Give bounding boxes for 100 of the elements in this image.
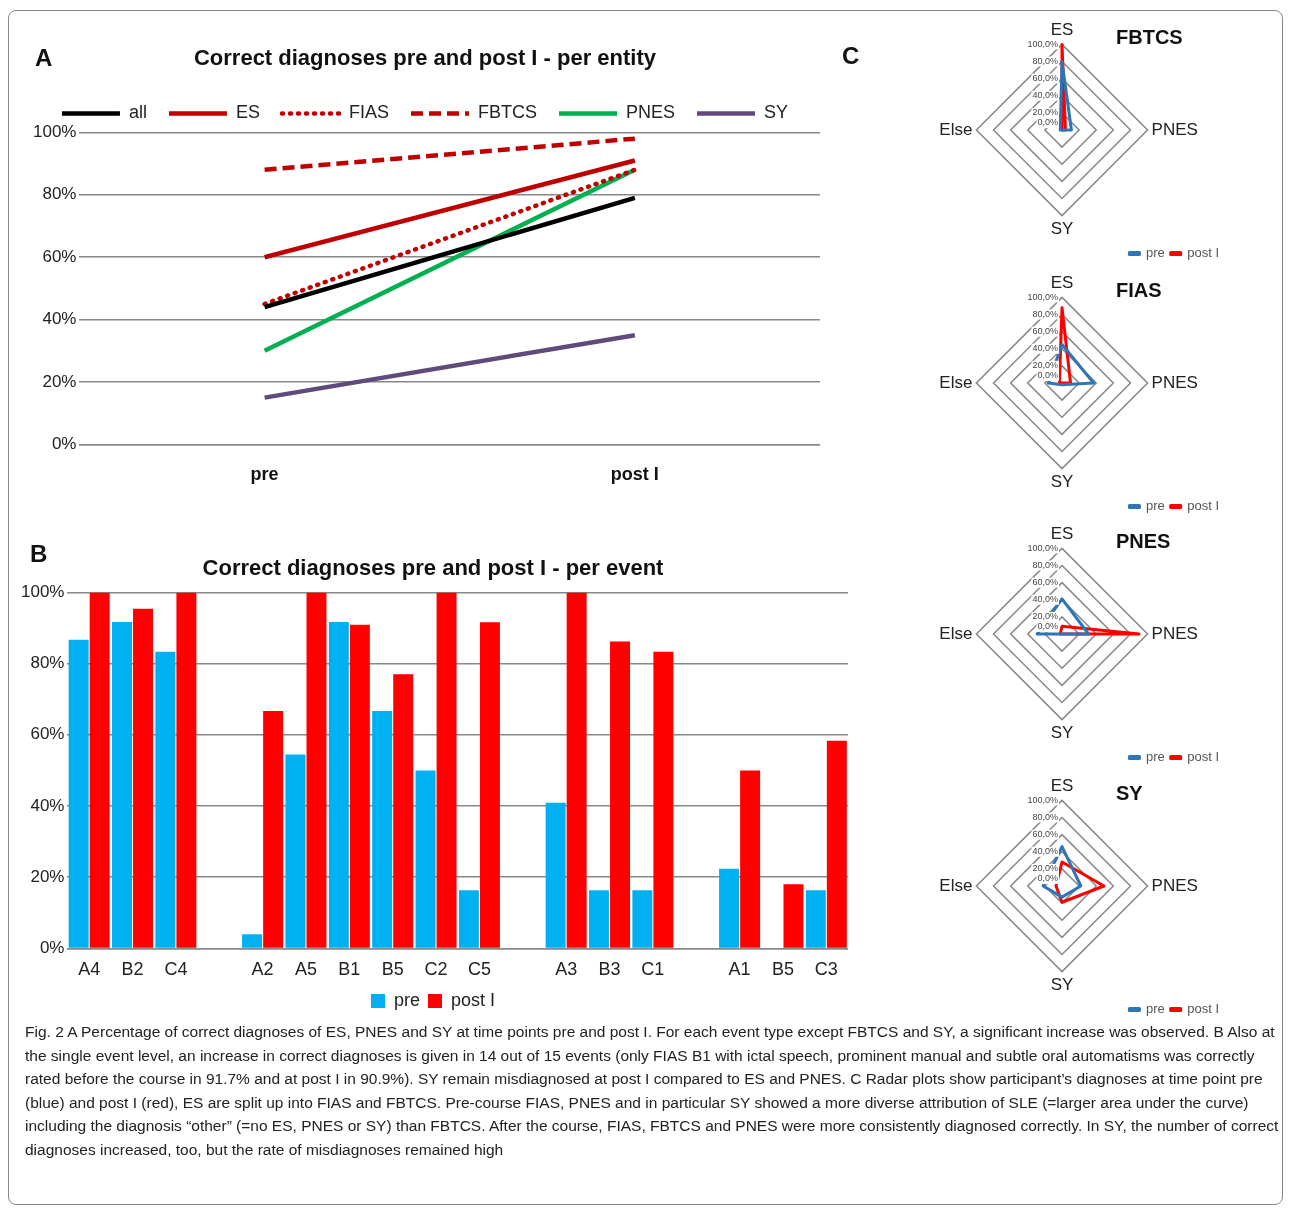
bar xyxy=(112,621,132,948)
spoke-label: ES xyxy=(1050,272,1074,292)
chart-title: FBTCS xyxy=(1116,26,1183,49)
chart-title: Correct diagnoses pre and post I - per event xyxy=(202,555,665,581)
legend-label: post I xyxy=(1187,749,1219,765)
y-tick-label: 0,0% xyxy=(1037,117,1058,128)
spoke-label: Else xyxy=(939,623,973,643)
text: C xyxy=(842,42,860,70)
y-tick-label: 40% xyxy=(42,309,77,329)
spoke-label: SY xyxy=(1050,975,1074,995)
spoke-label: PNES xyxy=(1151,119,1198,139)
spoke-label: SY xyxy=(1050,219,1074,239)
bar xyxy=(263,710,284,948)
bar xyxy=(719,868,740,948)
y-tick-label: 0% xyxy=(39,938,65,958)
text: A xyxy=(35,44,53,72)
bar xyxy=(393,674,414,948)
y-tick-label: 60,0% xyxy=(1032,326,1058,337)
legend-label: post I xyxy=(451,989,496,1010)
legend-label: pre xyxy=(393,989,420,1010)
legend-label: ES xyxy=(235,102,260,123)
x-tick-label: B3 xyxy=(598,959,621,980)
x-tick-label: A5 xyxy=(294,959,317,980)
y-tick-label: 80% xyxy=(30,653,65,673)
y-tick-label: 100,0% xyxy=(1027,542,1058,553)
bar xyxy=(545,802,566,948)
legend-label: FBTCS xyxy=(478,102,538,123)
bar xyxy=(610,641,631,948)
y-tick-label: 20,0% xyxy=(1032,863,1058,874)
bar xyxy=(415,770,436,948)
bar xyxy=(89,592,110,948)
bar xyxy=(242,934,263,948)
bar xyxy=(632,890,653,948)
x-tick-label: B2 xyxy=(121,959,144,980)
y-tick-label: 100% xyxy=(33,122,77,142)
y-tick-label: 20% xyxy=(30,866,65,886)
bar xyxy=(653,651,674,948)
bar xyxy=(805,890,826,948)
bar xyxy=(133,608,154,948)
y-tick-label: 80,0% xyxy=(1032,812,1058,822)
bar xyxy=(176,592,197,948)
spoke-label: ES xyxy=(1050,19,1074,39)
x-tick-label: C5 xyxy=(467,959,491,980)
legend-label: post I xyxy=(1187,245,1219,261)
bar xyxy=(68,639,89,948)
chart-title: PNES xyxy=(1116,530,1171,553)
y-tick-label: 60,0% xyxy=(1032,577,1058,588)
bar xyxy=(372,710,393,948)
y-tick-label: 80,0% xyxy=(1032,56,1058,66)
y-tick-label: 40,0% xyxy=(1032,90,1058,101)
y-tick-label: 80,0% xyxy=(1032,560,1058,570)
bar xyxy=(306,592,327,948)
bar xyxy=(458,890,479,948)
y-tick-label: 0,0% xyxy=(1037,873,1058,884)
x-tick-label: C1 xyxy=(641,959,665,980)
y-tick-label: 40% xyxy=(30,795,65,815)
x-tick-label: A4 xyxy=(78,959,101,980)
bar xyxy=(566,592,587,948)
chart-title: Correct diagnoses pre and post I - per entity xyxy=(193,45,657,71)
legend-label: pre xyxy=(1145,498,1165,514)
legend-label: SY xyxy=(764,102,789,123)
y-tick-label: 60,0% xyxy=(1032,829,1058,840)
y-tick-label: 100% xyxy=(21,582,65,602)
y-tick-label: 20% xyxy=(42,371,77,391)
y-tick-label: 100,0% xyxy=(1027,291,1058,302)
y-tick-label: 40,0% xyxy=(1032,343,1058,354)
spoke-label: PNES xyxy=(1151,372,1198,392)
y-tick-label: 40,0% xyxy=(1032,594,1058,605)
y-tick-label: 0,0% xyxy=(1037,621,1058,632)
y-tick-label: 20,0% xyxy=(1032,107,1058,118)
bar xyxy=(479,622,500,948)
y-tick-label: 100,0% xyxy=(1027,794,1058,805)
legend-label: post I xyxy=(1187,498,1219,514)
x-tick-label: A3 xyxy=(555,959,578,980)
bar xyxy=(783,884,804,948)
x-tick-label: C4 xyxy=(164,959,188,980)
y-tick-label: 20,0% xyxy=(1032,611,1058,622)
y-tick-label: 20,0% xyxy=(1032,360,1058,371)
bar xyxy=(589,890,609,948)
y-tick-label: 60% xyxy=(30,724,65,744)
legend-label: post I xyxy=(1187,1001,1219,1017)
legend-label: pre xyxy=(1145,245,1165,261)
spoke-label: Else xyxy=(939,119,973,139)
spoke-label: PNES xyxy=(1151,623,1198,643)
legend-label: FIAS xyxy=(348,102,390,123)
y-tick-label: 100,0% xyxy=(1027,38,1058,49)
y-tick-label: 0,0% xyxy=(1037,370,1058,381)
bar xyxy=(328,621,349,948)
legend-label: all xyxy=(128,102,147,123)
x-tick-label: B1 xyxy=(338,959,361,980)
y-tick-label: 0% xyxy=(51,434,77,454)
caption: Fig. 2 A Percentage of correct diagnoses of ES, PNES and SY at time points pre and post I. For each event type except FBTCS and SY, a significant increase was observed. B Also at the single event level, an increase in correct diagnoses is given in 14 out of 15 events (only FIAS B1 with ictal speech, prominent manual and subtle oral automatisms was correctly rated before the course in 91.7% and at post I in 90.9%). SY remain misdiagnosed at post I compared to ES and PNES. C Radar plots show participant’s diagnoses at time point pre (blue) and post I (red), ES are split up into FIAS and FBTCS. Pre-course FIAS, PNES and in particular SY showed a more diverse attribution of SLE (=larger area under the curve) including the diagnosis “other” (=no ES, PNES or SY) than FBTCS. After the course, FIAS, FBTCS and PNES were more consistently diagnosed correctly. In SY, the number of correct diagnoses increased, too, but the rate of misdiagnoses remained high xyxy=(25,1022,1280,1160)
chart-title: FIAS xyxy=(1116,279,1162,302)
bar xyxy=(285,754,306,948)
spoke-label: SY xyxy=(1050,723,1074,743)
y-tick-label: 80,0% xyxy=(1032,309,1058,319)
text: B xyxy=(30,540,48,568)
y-tick-label: 60,0% xyxy=(1032,73,1058,84)
x-tick-label: B5 xyxy=(381,959,404,980)
legend-label: pre xyxy=(1145,749,1165,765)
